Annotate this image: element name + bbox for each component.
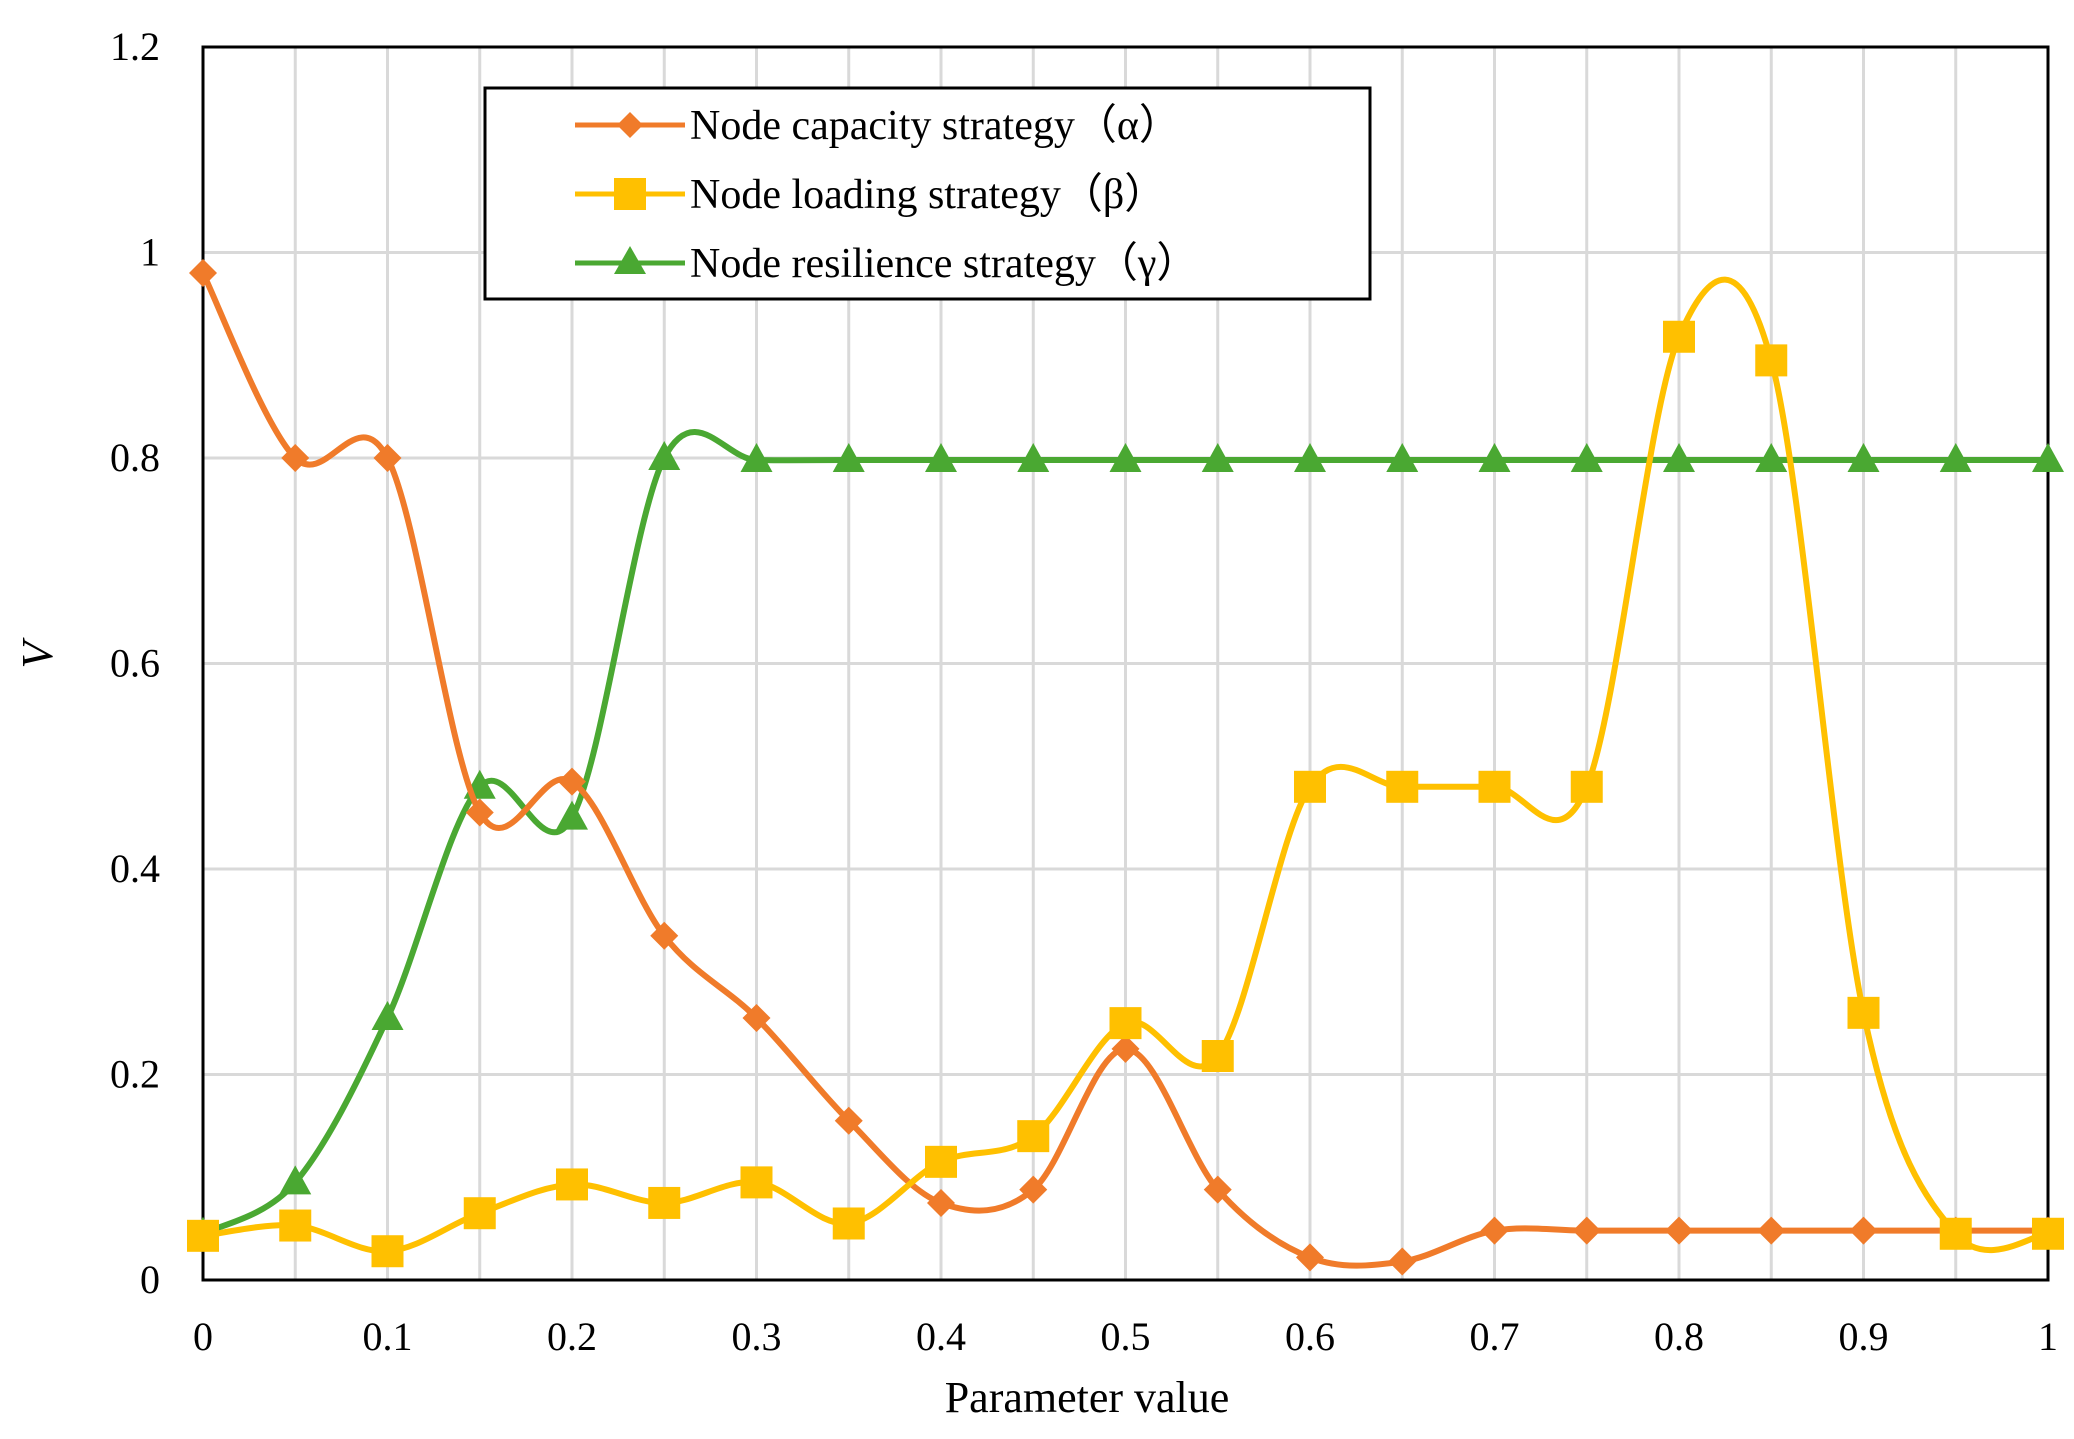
data-point-square — [1478, 770, 1511, 803]
legend: Node capacity strategy（α） Node loading s… — [483, 86, 1372, 301]
data-point-triangle — [1663, 443, 1695, 473]
data-point-square — [740, 1166, 773, 1199]
data-point-triangle — [1386, 443, 1419, 473]
data-point-triangle — [1570, 443, 1603, 473]
x-tick-label: 0.4 — [916, 1314, 966, 1359]
data-point-diamond — [373, 444, 402, 472]
data-point-diamond — [1665, 1216, 1693, 1245]
data-point-square — [1386, 770, 1419, 803]
data-point-triangle — [1109, 443, 1142, 473]
legend-item-loading: Node loading strategy（β） — [575, 172, 1166, 218]
data-point-diamond — [281, 444, 310, 472]
x-tick-label: 0.8 — [1654, 1314, 1704, 1359]
data-point-diamond — [742, 1003, 771, 1032]
data-point-triangle — [1847, 443, 1880, 473]
x-tick-label: 1 — [2038, 1314, 2058, 1359]
x-tick-label: 0.1 — [363, 1314, 413, 1359]
y-tick-label: 0.2 — [110, 1052, 160, 1097]
legend-diamond-marker — [617, 112, 643, 138]
x-tick-label: 0.6 — [1285, 1314, 1335, 1359]
data-point-square — [1109, 1007, 1142, 1040]
data-point-triangle — [832, 443, 865, 473]
data-point-diamond — [1203, 1175, 1232, 1204]
x-tick-label: 0.3 — [732, 1314, 782, 1359]
y-axis-title: V — [13, 636, 62, 668]
data-point-square — [463, 1197, 496, 1230]
y-tick-label: 0.6 — [110, 641, 160, 686]
data-point-triangle — [1478, 443, 1511, 473]
data-point-triangle — [1017, 443, 1050, 473]
data-point-diamond — [1388, 1247, 1417, 1276]
data-point-triangle — [648, 441, 681, 470]
data-point-diamond — [1019, 1175, 1048, 1204]
y-tick-label: 0 — [140, 1257, 160, 1302]
data-point-triangle — [556, 800, 588, 830]
data-point-triangle — [925, 443, 957, 473]
data-point-diamond — [650, 921, 679, 950]
data-point-triangle — [1294, 443, 1326, 473]
legend-item-resilience: Node resilience strategy（γ） — [575, 241, 1198, 287]
x-axis-title: Parameter value — [945, 1373, 1230, 1422]
legend-label-resilience: Node resilience strategy（γ） — [690, 241, 1198, 287]
data-point-diamond — [465, 798, 494, 827]
data-point-square — [1294, 770, 1326, 803]
legend-label-loading: Node loading strategy（β） — [690, 172, 1166, 218]
x-tick-label: 0.7 — [1470, 1314, 1520, 1359]
data-point-diamond — [1111, 1034, 1140, 1063]
data-point-square — [648, 1186, 681, 1219]
data-point-square — [279, 1209, 312, 1242]
data-point-square — [832, 1207, 865, 1240]
data-point-diamond — [1480, 1216, 1509, 1245]
data-point-square — [1570, 770, 1603, 803]
data-point-square — [1201, 1040, 1234, 1073]
y-tick-label: 1.2 — [110, 24, 160, 69]
series-layer — [187, 259, 2064, 1276]
data-point-diamond — [1296, 1243, 1324, 1272]
data-point-triangle — [1755, 443, 1788, 473]
data-point-diamond — [558, 767, 586, 796]
x-tick-label: 0 — [193, 1314, 213, 1359]
data-point-diamond — [1849, 1216, 1878, 1245]
data-point-square — [2032, 1217, 2064, 1250]
y-axis-tick-labels: 0 0.2 0.4 0.6 0.8 1 1.2 — [110, 24, 160, 1302]
data-point-square — [1755, 344, 1788, 377]
data-point-triangle — [1201, 443, 1234, 473]
data-point-triangle — [740, 443, 773, 473]
data-point-square — [1017, 1120, 1050, 1153]
data-point-triangle — [371, 1000, 404, 1030]
x-tick-label: 0.9 — [1839, 1314, 1889, 1359]
data-point-square — [556, 1168, 588, 1201]
data-point-square — [187, 1219, 219, 1252]
x-axis-tick-labels: 0 0.1 0.2 0.3 0.4 0.5 0.6 0.7 0.8 0.9 1 — [193, 1314, 2058, 1359]
data-point-diamond — [1572, 1216, 1601, 1245]
data-point-triangle — [2032, 443, 2064, 473]
plot-area-frame — [201, 45, 2050, 1282]
data-point-diamond — [189, 259, 217, 288]
legend-label-capacity: Node capacity strategy（α） — [690, 103, 1181, 149]
y-tick-label: 1 — [140, 230, 160, 275]
x-tick-label: 0.2 — [547, 1314, 597, 1359]
data-point-diamond — [834, 1106, 863, 1135]
y-tick-label: 0.4 — [110, 846, 160, 891]
data-point-diamond — [1757, 1216, 1786, 1245]
legend-square-marker — [614, 178, 646, 210]
legend-triangle-marker — [614, 246, 646, 274]
data-point-square — [925, 1145, 957, 1178]
y-tick-label: 0.8 — [110, 435, 160, 480]
legend-item-capacity: Node capacity strategy（α） — [575, 103, 1181, 149]
data-point-square — [1939, 1217, 1972, 1250]
x-tick-label: 0.5 — [1101, 1314, 1151, 1359]
data-point-square — [371, 1235, 404, 1268]
data-point-triangle — [1939, 443, 1972, 473]
data-point-diamond — [927, 1188, 955, 1217]
data-point-square — [1847, 996, 1880, 1029]
data-point-triangle — [279, 1165, 312, 1195]
data-point-square — [1663, 320, 1695, 353]
series-loading — [187, 276, 2064, 1268]
